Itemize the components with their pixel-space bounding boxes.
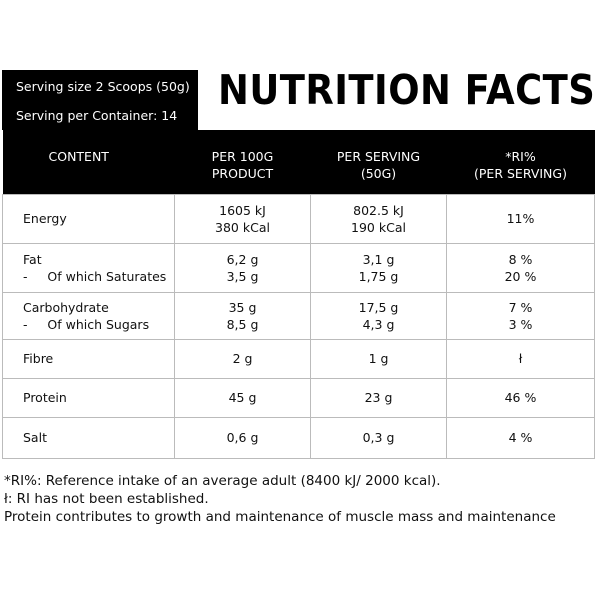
table-row-energy: Energy 1605 kJ 380 kCal 802.5 kJ 190 kCal … <box>2 193 595 244</box>
table-row-salt: Salt 0,6 g 0,3 g 4 % <box>2 416 595 459</box>
table-row-protein: Protein 45 g 23 g 46 % <box>2 377 595 418</box>
row-label: Salt <box>2 416 175 459</box>
ri-cell: 11% <box>446 193 595 244</box>
table-row-fat: Fat - Of which Saturates 6,2 g 3,5 g 3,1 g… <box>2 242 595 293</box>
per100-cell: 2 g <box>174 338 311 379</box>
header-per-serving: PER SERVING (50G) <box>336 149 421 181</box>
header-per-100g: PER 100G PRODUCT <box>211 149 274 181</box>
nutrition-table-wrapper: CONTENT PER 100G PRODUCT PER SERVING (50G)… <box>2 130 595 459</box>
ri-cell: 7 % 3 % <box>446 291 595 340</box>
row-label: Fat - Of which Saturates <box>2 242 175 293</box>
ri-cell: 8 % 20 % <box>446 242 595 293</box>
footnote-ri-definition: *RI%: Reference intake of an average adu… <box>4 473 441 489</box>
per100-cell: 35 g 8,5 g <box>174 291 311 340</box>
nutrition-table: CONTENT PER 100G PRODUCT PER SERVING (50G)… <box>2 130 595 459</box>
ri-cell: 46 % <box>446 377 595 418</box>
row-label: Carbohydrate - Of which Sugars <box>2 291 175 340</box>
per-serving-cell: 0,3 g <box>310 416 447 459</box>
per-serving-cell: 802.5 kJ 190 kCal <box>310 193 447 244</box>
per-serving-cell: 1 g <box>310 338 447 379</box>
row-label: Energy <box>2 193 175 244</box>
per100-cell: 45 g <box>174 377 311 418</box>
row-label: Fibre <box>2 338 175 379</box>
footnote-protein-claim: Protein contributes to growth and mainte… <box>4 509 556 525</box>
header-ri: *RI% (PER SERVING) <box>474 149 567 181</box>
table-header-row: CONTENT PER 100G PRODUCT PER SERVING (50G)… <box>2 130 595 194</box>
row-label: Protein <box>2 377 175 418</box>
footnote-ri-not-established: ł: RI has not been established. <box>4 491 209 507</box>
per100-cell: 1605 kJ 380 kCal <box>174 193 311 244</box>
per100-cell: 0,6 g <box>174 416 311 459</box>
page-title: NUTRITION FACTS <box>218 66 596 114</box>
serving-info-box: Serving size 2 Scoops (50g) Serving per … <box>2 70 198 130</box>
header-content: CONTENT <box>48 149 109 164</box>
servings-per-container-text: Serving per Container: 14 <box>16 108 178 123</box>
table-row-carbohydrate: Carbohydrate - Of which Sugars 35 g 8,5 g … <box>2 291 595 340</box>
per-serving-cell: 23 g <box>310 377 447 418</box>
ri-cell: 4 % <box>446 416 595 459</box>
per-serving-cell: 17,5 g 4,3 g <box>310 291 447 340</box>
ri-cell: ł <box>446 338 595 379</box>
per-serving-cell: 3,1 g 1,75 g <box>310 242 447 293</box>
per100-cell: 6,2 g 3,5 g <box>174 242 311 293</box>
footnotes: *RI%: Reference intake of an average adu… <box>4 472 556 526</box>
serving-size-text: Serving size 2 Scoops (50g) <box>16 79 190 94</box>
table-row-fibre: Fibre 2 g 1 g ł <box>2 338 595 379</box>
